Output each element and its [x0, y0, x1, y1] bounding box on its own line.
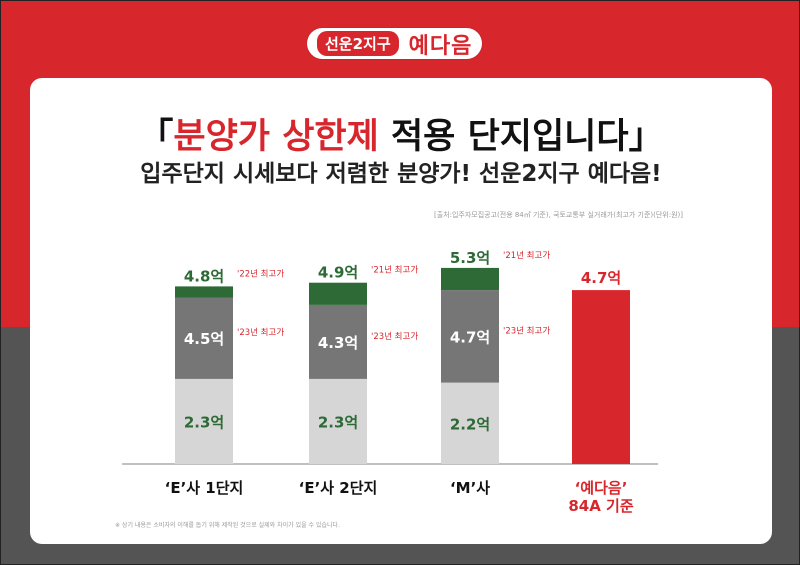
annotation-note: '23년 최고가: [237, 327, 284, 338]
headline-rest: 적용 단지입니다: [378, 117, 629, 157]
logo-brand-name: 예다음: [408, 33, 473, 59]
category-label: ‘예다음’: [575, 479, 628, 497]
data-label: 4.9억: [318, 264, 358, 282]
category-label: ‘M’사: [450, 479, 490, 497]
headline-highlight: 분양가 상한제: [173, 117, 379, 157]
headline: 「분양가 상한제 적용 단지입니다」: [30, 108, 772, 159]
bar-segment: [441, 267, 499, 291]
annotation-note: '22년 최고가: [237, 268, 284, 279]
bar-segment: [309, 378, 367, 464]
data-label: 2.3억: [318, 413, 358, 431]
content-card: 「분양가 상한제 적용 단지입니다」 입주단지 시세보다 저렴한 분양가! 선운…: [30, 78, 772, 544]
bar-segment: [175, 378, 233, 464]
data-label: 2.3억: [184, 413, 224, 431]
annotation-note: '23년 최고가: [371, 331, 418, 342]
brand-logo: 선운2지구 예다음: [307, 28, 483, 59]
bar-segment: [441, 290, 499, 383]
data-label: 2.2억: [450, 415, 490, 433]
data-label: 4.7억: [581, 269, 621, 287]
price-comparison-chart: 2.3억 4.5억 '23년 최고가 4.8억 '22년 최고가 ‘E’사 1단지 2.3억…: [122, 249, 658, 515]
data-label: 4.5억: [184, 330, 224, 348]
annotation-note: '21년 최고가: [503, 250, 550, 261]
category-sublabel: 84A 기준: [568, 497, 634, 515]
bar-segment: [441, 382, 499, 464]
bar-segment: [309, 282, 367, 305]
bar-segment: [175, 297, 233, 379]
bar-segment: [175, 286, 233, 298]
data-label: 4.7억: [450, 328, 490, 346]
data-label: 4.8억: [184, 267, 224, 285]
bar-segment: [572, 290, 630, 464]
headline-open-bracket: 「: [138, 117, 174, 157]
data-label: 4.3억: [318, 334, 358, 352]
annotation-note: '23년 최고가: [503, 325, 550, 336]
category-label: ‘E’사 2단지: [299, 479, 378, 497]
source-note: [출처:입주자모집공고(전용 84㎡ 기준), 국토교통부 실거래가(최고가 기…: [433, 211, 683, 219]
disclaimer-footnote: ※ 상기 내용은 소비자의 이해를 돕기 위해 제작된 것으로 실제와 차이가 …: [115, 522, 340, 529]
headline-close-bracket: 」: [628, 117, 664, 157]
data-label: 5.3억: [450, 249, 490, 267]
logo-district: 선운2지구: [317, 31, 399, 56]
subheadline: 입주단지 시세보다 저렴한 분양가! 선운2지구 예다음!: [140, 161, 662, 187]
annotation-note: '21년 최고가: [371, 265, 418, 276]
bar-segment: [309, 304, 367, 379]
category-label: ‘E’사 1단지: [165, 479, 244, 497]
